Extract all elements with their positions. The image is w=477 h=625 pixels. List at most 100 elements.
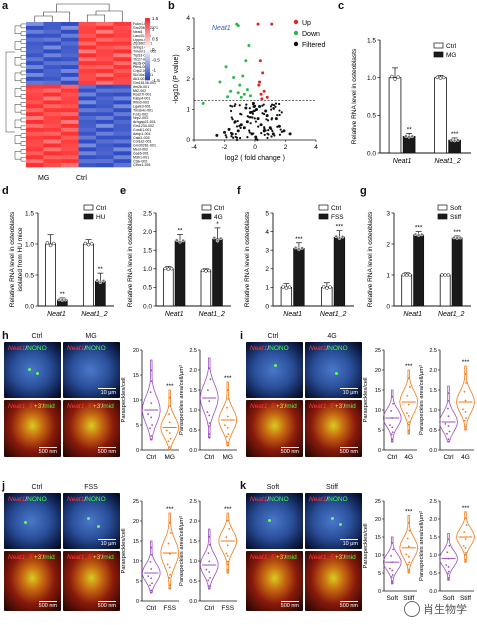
violin-outline [160, 389, 180, 451]
heatmap-cell [96, 123, 114, 129]
heatmap-cell [96, 116, 114, 121]
heatmap-cell [113, 155, 132, 160]
micrograph-i-ctrl-sim: Neat1_5'+3'/mid 500 nm [246, 400, 303, 457]
y-tick-label: 2.0 [429, 517, 437, 523]
label-neat1: Neat1 [67, 496, 85, 503]
legend-label: Ctrl [96, 205, 107, 212]
heatmap-cell [61, 61, 79, 66]
data-point [178, 240, 182, 244]
heatmap-cell [113, 25, 132, 31]
violin-point [149, 584, 152, 587]
volcano-point-filtered [288, 132, 292, 136]
volcano-point-filtered [231, 118, 234, 121]
y-tick-label: 0.5 [367, 113, 376, 120]
heatmap-cell [26, 123, 44, 129]
y-tick-label: 1 [265, 285, 269, 292]
violin-k-count: 0 5 10 15 20 25 Paraspeckles/cell Soft Stiff *** [363, 499, 419, 602]
y-tick-label: 2 [265, 266, 269, 273]
heatmap-cell [78, 163, 97, 168]
group-label-ctrl: Ctrl [76, 175, 87, 182]
violin-outline [141, 359, 161, 441]
y-tick-label: 5 [136, 423, 139, 429]
heatmap-cell [113, 92, 132, 97]
data-point [410, 134, 415, 138]
x-axis-label: log2 ( fold change ) [225, 155, 285, 162]
dendrogram-branch [14, 135, 21, 144]
category-label: Ctrl [204, 605, 215, 612]
data-point [83, 241, 88, 246]
violin-point [228, 528, 231, 530]
violin-point [389, 567, 391, 570]
colorbar-segment [145, 59, 150, 62]
violin-point [464, 517, 467, 520]
violin-point [465, 524, 468, 527]
violin-point [169, 437, 172, 440]
volcano-point-filtered [234, 132, 237, 136]
colorbar-segment [145, 26, 150, 29]
violin-point [227, 398, 230, 400]
heatmap-cell [113, 33, 132, 38]
heatmap-cell [61, 119, 79, 125]
colorbar-tick: -1.5 [152, 78, 160, 83]
y-axis-label: -log10 (P value) [173, 54, 180, 103]
heatmap-cell [43, 53, 62, 58]
heatmap-cell [113, 100, 132, 105]
violin-point [447, 566, 450, 568]
y-tick-label: 0 [136, 448, 139, 454]
heatmap-cell [113, 61, 132, 66]
violin-point [447, 572, 449, 575]
y-tick-label: 20 [375, 517, 381, 523]
violin-point [208, 544, 211, 546]
gene-label: Itm2b-001 [133, 85, 149, 89]
violin-point [391, 426, 394, 429]
volcano-point-filtered [245, 120, 249, 124]
heatmap-cell [43, 65, 62, 70]
heatmap-cell [96, 69, 114, 74]
significance-marker: *** [166, 383, 174, 390]
legend-swatch [83, 204, 94, 211]
y-tick-label: 1.5 [429, 535, 437, 541]
heatmap-cell [61, 100, 79, 105]
bar [280, 287, 293, 307]
violin-point [407, 555, 410, 558]
condition-k-left: Soft [266, 484, 280, 491]
violin-point [150, 553, 153, 556]
violin-point [150, 435, 153, 437]
heatmap-cell [113, 151, 132, 156]
significance-marker: *** [224, 375, 232, 382]
volcano-point-filtered [264, 109, 268, 113]
micrograph-i-ctrl-nucleus: Neat1/NONO [246, 342, 303, 398]
heatmap-cell [113, 41, 132, 46]
data-point [441, 75, 446, 80]
category-label: Stiff [403, 595, 414, 602]
heatmap-cell [78, 116, 97, 121]
volcano-point-filtered [251, 116, 254, 119]
volcano-point-up [259, 92, 263, 96]
heatmap-cell [43, 151, 62, 156]
heatmap-cell [43, 37, 62, 42]
heatmap-cell [26, 33, 44, 38]
volcano-point-up [262, 89, 266, 93]
heatmap-cell [26, 96, 44, 101]
legend-swatch [201, 213, 212, 220]
dendrogram-branch [14, 41, 21, 50]
label-3prime: +3' [334, 554, 344, 561]
volcano-point-filtered [253, 117, 256, 120]
violin-point [169, 573, 172, 576]
significance-marker: ** [60, 291, 66, 298]
y-tick-label: 0.0 [429, 589, 437, 595]
heatmap-cell [43, 41, 62, 46]
heatmap-cell [61, 69, 79, 74]
violin-point [209, 576, 211, 579]
violin-point [446, 551, 449, 554]
label-3prime: +3' [33, 554, 43, 561]
panel-label-f: f [237, 185, 241, 197]
label-3prime: +3' [92, 403, 102, 410]
heatmap-cell [96, 84, 114, 89]
heatmap-cell [61, 131, 79, 136]
volcano-point-down [242, 92, 246, 96]
data-point [443, 273, 447, 277]
label-neat1: Neat1 [67, 345, 85, 352]
legend-swatch [318, 204, 329, 211]
violin-point [447, 576, 450, 579]
